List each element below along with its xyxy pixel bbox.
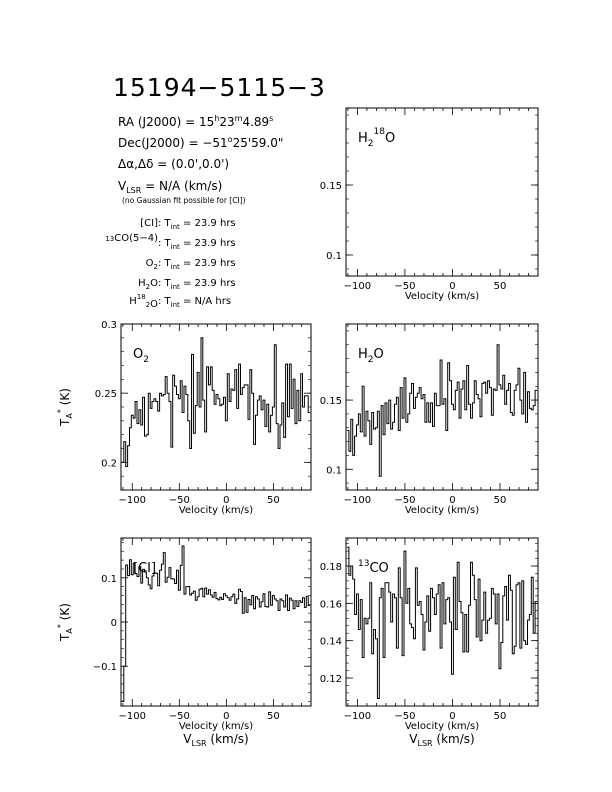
tint-species-0: [CI]	[140, 218, 158, 229]
x-tick-label: 50	[267, 711, 280, 722]
x-axis-label: Velocity (km/s)	[179, 721, 253, 732]
y-tick-label: 0.14	[320, 637, 342, 648]
y-axis-label: TA* (K)	[56, 388, 74, 427]
info-block: RA (J2000) = 15h23m4.89s Dec(J2000) = −5…	[118, 114, 283, 205]
species-label: 13CO	[358, 559, 389, 576]
x-axis-label: Velocity (km/s)	[405, 721, 479, 732]
x-tick-label: 0	[223, 495, 229, 506]
y-tick-label: 0.3	[101, 320, 117, 331]
x-tick-label: 50	[494, 281, 507, 292]
y-axis-label: TA* (K)	[56, 603, 74, 642]
x-tick-label: 50	[267, 495, 280, 506]
panel-o2: −100 −50 0 50 0.2 0.25 0.3 Velocity (km/s) TA* (…	[56, 320, 312, 516]
y-tick-label: 0.25	[95, 389, 117, 400]
plot-frame	[345, 323, 539, 491]
y-tick-label: 0.15	[320, 396, 342, 407]
panel-13co: −100 −50 0 50 0.12 0.14 0.16 0.18 Velocity (km/s…	[320, 537, 539, 748]
plot-frame	[120, 323, 312, 491]
dec-line: Dec(J2000) = −51o25'59.0"	[118, 135, 283, 150]
x-tick-label: −50	[169, 711, 190, 722]
x-tick-label: 0	[449, 281, 455, 292]
offset-line: Δα,Δδ = (0.0',0.0')	[118, 157, 229, 171]
x-tick-label: −50	[394, 711, 415, 722]
x-tick-label: −100	[344, 711, 371, 722]
y-tick-label: 0.16	[320, 599, 342, 610]
plot-frame	[345, 107, 539, 277]
x-tick-label: 50	[494, 495, 507, 506]
y-tick-label: 0.15	[320, 181, 342, 192]
x-tick-label: −100	[344, 281, 371, 292]
tint-species-1: 13CO(5−4)	[105, 233, 158, 244]
species-label: H218O	[358, 127, 395, 149]
y-tick-label: 0	[111, 618, 117, 629]
y-tick-label: 0.1	[326, 251, 342, 262]
panel-h2o: −100 −50 0 50 0.1 0.15 Velocity (km/s) H2O	[320, 323, 539, 516]
x-tick-label: −50	[394, 495, 415, 506]
vlsr-line: VLSR = N/A (km/s)	[118, 179, 222, 195]
tint-species-3: H2O	[138, 278, 158, 291]
vlsr-axis-label: VLSR (km/s)	[409, 732, 474, 748]
tint-value-0: : Tint = 23.9 hrs	[158, 218, 236, 231]
y-tick-label: 0.18	[320, 562, 342, 573]
gauss-note: (no Gaussian fit possible for [CI])	[122, 196, 246, 205]
spectrum-line	[347, 344, 537, 477]
plot-frame	[345, 537, 539, 707]
x-axis-label: Velocity (km/s)	[179, 505, 253, 516]
tint-value-4: : Tint = N/A hrs	[158, 296, 231, 309]
ra-line: RA (J2000) = 15h23m4.89s	[118, 114, 273, 129]
x-tick-label: 0	[449, 495, 455, 506]
panel-ci: −100 −50 0 50 −0.1 0 0.1 Velocity (km/s)VLSR (k…	[56, 537, 312, 748]
x-tick-label: −50	[394, 281, 415, 292]
page-title: 15194−5115−3	[113, 73, 326, 102]
species-label: H2O	[358, 347, 384, 365]
tint-value-3: : Tint = 23.9 hrs	[158, 278, 236, 291]
y-tick-label: 0.1	[101, 574, 117, 585]
y-tick-label: −0.1	[93, 662, 117, 673]
y-tick-label: 0.12	[320, 674, 342, 685]
spectrum-line	[121, 545, 311, 702]
x-axis-label: Velocity (km/s)	[405, 291, 479, 302]
x-tick-label: 0	[223, 711, 229, 722]
x-tick-label: −50	[169, 495, 190, 506]
y-tick-label: 0.2	[101, 458, 117, 469]
tint-species-2: O2	[146, 258, 158, 271]
tint-value-1: : Tint = 23.9 hrs	[158, 238, 236, 251]
x-tick-label: 50	[494, 711, 507, 722]
tint-species-4: H182O	[129, 293, 158, 310]
tint-value-2: : Tint = 23.9 hrs	[158, 258, 236, 271]
x-tick-label: −100	[344, 495, 371, 506]
x-axis-label: Velocity (km/s)	[405, 505, 479, 516]
panel-h2-18o: −100 −50 0 50 0.1 0.15 Velocity (km/s) H218O	[320, 107, 539, 302]
x-tick-label: −100	[119, 711, 146, 722]
vlsr-axis-label: VLSR (km/s)	[183, 732, 248, 748]
x-tick-label: 0	[449, 711, 455, 722]
y-tick-label: 0.1	[326, 465, 342, 476]
species-label: O2	[133, 347, 149, 365]
spectrum-line	[121, 337, 311, 467]
x-tick-label: −100	[119, 495, 146, 506]
spectrum-line	[347, 546, 537, 699]
